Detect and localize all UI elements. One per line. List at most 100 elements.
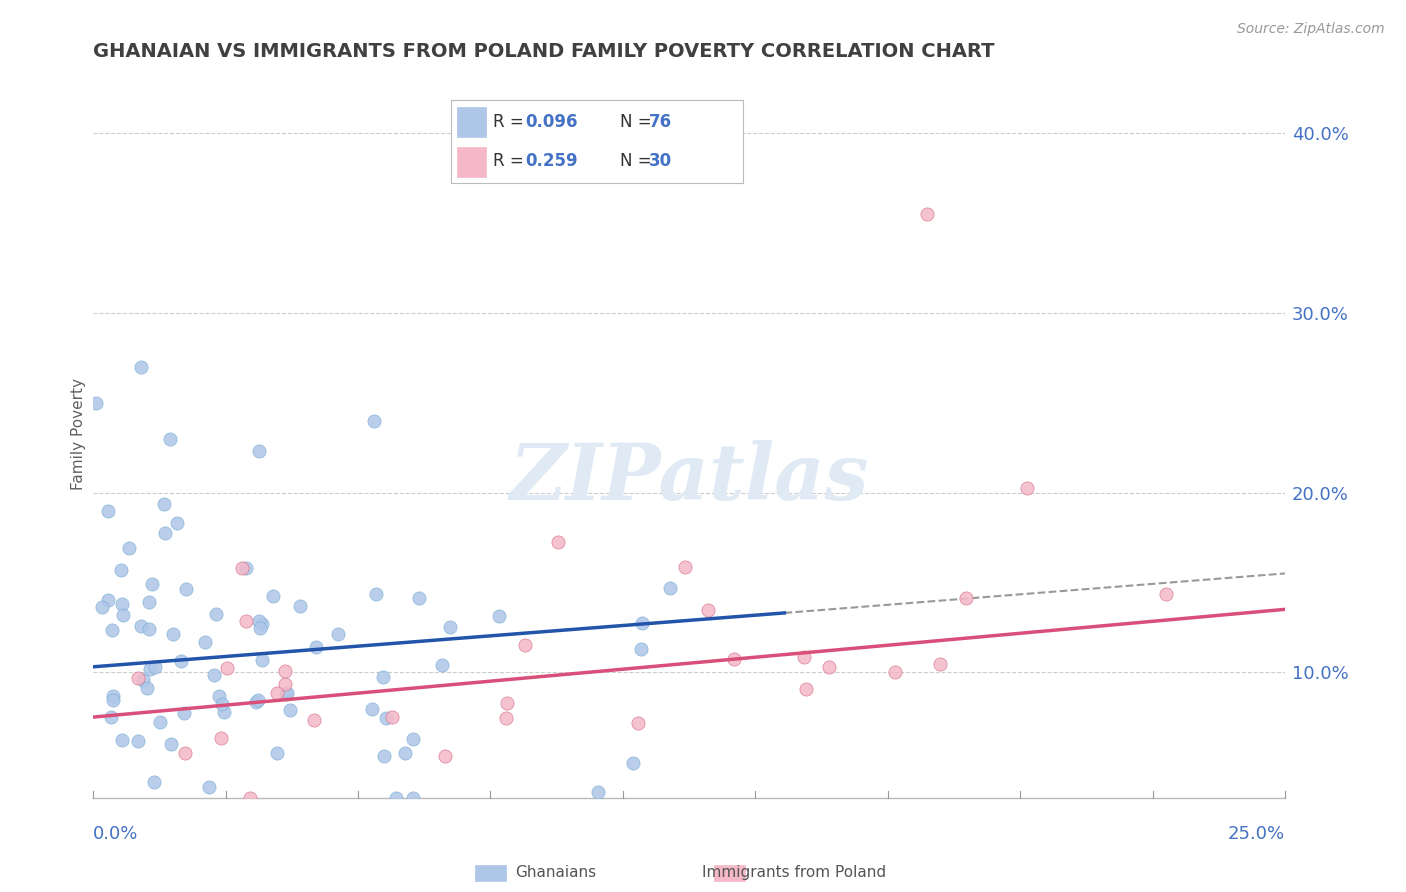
Point — [212, 705, 235, 719]
Point — [288, 599, 311, 614]
Point — [112, 608, 135, 623]
Point — [363, 414, 385, 428]
Point — [274, 664, 297, 678]
Point — [84, 396, 107, 410]
Point — [127, 734, 149, 748]
Point — [621, 756, 644, 770]
Point — [302, 713, 325, 727]
Point — [408, 591, 430, 605]
Point — [245, 695, 267, 709]
Point — [250, 616, 273, 631]
Point — [215, 661, 238, 675]
Point — [955, 591, 977, 605]
Text: 0.0%: 0.0% — [93, 825, 139, 843]
Point — [100, 709, 122, 723]
Point — [205, 607, 228, 621]
Point — [401, 790, 423, 805]
Point — [101, 693, 124, 707]
Point — [198, 780, 221, 795]
Point — [127, 671, 149, 685]
Point — [143, 660, 166, 674]
Point — [276, 686, 298, 700]
Text: Immigrants from Poland: Immigrants from Poland — [703, 865, 886, 880]
Point — [274, 677, 297, 691]
Point — [138, 595, 160, 609]
Text: 25.0%: 25.0% — [1227, 825, 1285, 843]
Point — [262, 589, 284, 603]
Point — [547, 535, 569, 549]
Point — [658, 582, 681, 596]
Point — [247, 444, 270, 458]
Point — [631, 615, 654, 630]
Point — [209, 731, 232, 745]
Point — [202, 668, 225, 682]
Point — [696, 603, 718, 617]
Point — [371, 670, 394, 684]
Point — [141, 577, 163, 591]
Point — [96, 592, 118, 607]
Point — [174, 582, 197, 597]
Point — [439, 620, 461, 634]
Point — [627, 715, 650, 730]
Point — [305, 640, 328, 655]
Point — [249, 621, 271, 635]
Point — [1154, 587, 1177, 601]
Y-axis label: Family Poverty: Family Poverty — [72, 378, 86, 491]
Point — [373, 748, 395, 763]
Point — [361, 702, 384, 716]
Point — [495, 711, 517, 725]
Point — [138, 622, 160, 636]
Point — [101, 689, 124, 703]
Point — [250, 653, 273, 667]
Point — [211, 697, 233, 711]
Point — [101, 623, 124, 637]
Point — [173, 706, 195, 720]
Point — [143, 775, 166, 789]
Point — [97, 504, 120, 518]
Point — [174, 747, 197, 761]
Point — [586, 785, 609, 799]
Point — [110, 563, 132, 577]
Point — [111, 733, 134, 747]
Text: Source: ZipAtlas.com: Source: ZipAtlas.com — [1237, 22, 1385, 37]
Point — [402, 731, 425, 746]
Point — [817, 660, 839, 674]
Point — [138, 662, 160, 676]
Point — [235, 561, 257, 575]
Point — [153, 497, 176, 511]
Text: Ghanaians: Ghanaians — [515, 865, 596, 880]
Point — [496, 696, 519, 710]
Point — [274, 687, 297, 701]
Point — [328, 626, 350, 640]
Point — [166, 516, 188, 530]
Point — [280, 703, 302, 717]
Point — [117, 541, 139, 555]
Point — [796, 682, 818, 697]
Point — [239, 790, 262, 805]
Point — [235, 615, 257, 629]
Point — [111, 598, 134, 612]
Point — [394, 746, 416, 760]
Point — [723, 652, 745, 666]
Point — [630, 641, 652, 656]
Point — [129, 359, 152, 374]
Point — [266, 686, 288, 700]
Text: ZIPatlas: ZIPatlas — [509, 440, 869, 516]
Point — [381, 709, 404, 723]
Point — [136, 681, 159, 696]
Point — [673, 559, 696, 574]
Point — [364, 587, 387, 601]
Point — [169, 654, 191, 668]
Point — [208, 689, 231, 703]
Point — [266, 746, 288, 760]
Point — [917, 207, 939, 221]
Point — [432, 657, 454, 672]
Point — [159, 432, 181, 446]
Text: GHANAIAN VS IMMIGRANTS FROM POLAND FAMILY POVERTY CORRELATION CHART: GHANAIAN VS IMMIGRANTS FROM POLAND FAMIL… — [93, 42, 994, 61]
Point — [155, 526, 177, 541]
Point — [793, 650, 815, 665]
Point — [162, 626, 184, 640]
Point — [247, 693, 270, 707]
Point — [929, 657, 952, 672]
Point — [375, 711, 398, 725]
